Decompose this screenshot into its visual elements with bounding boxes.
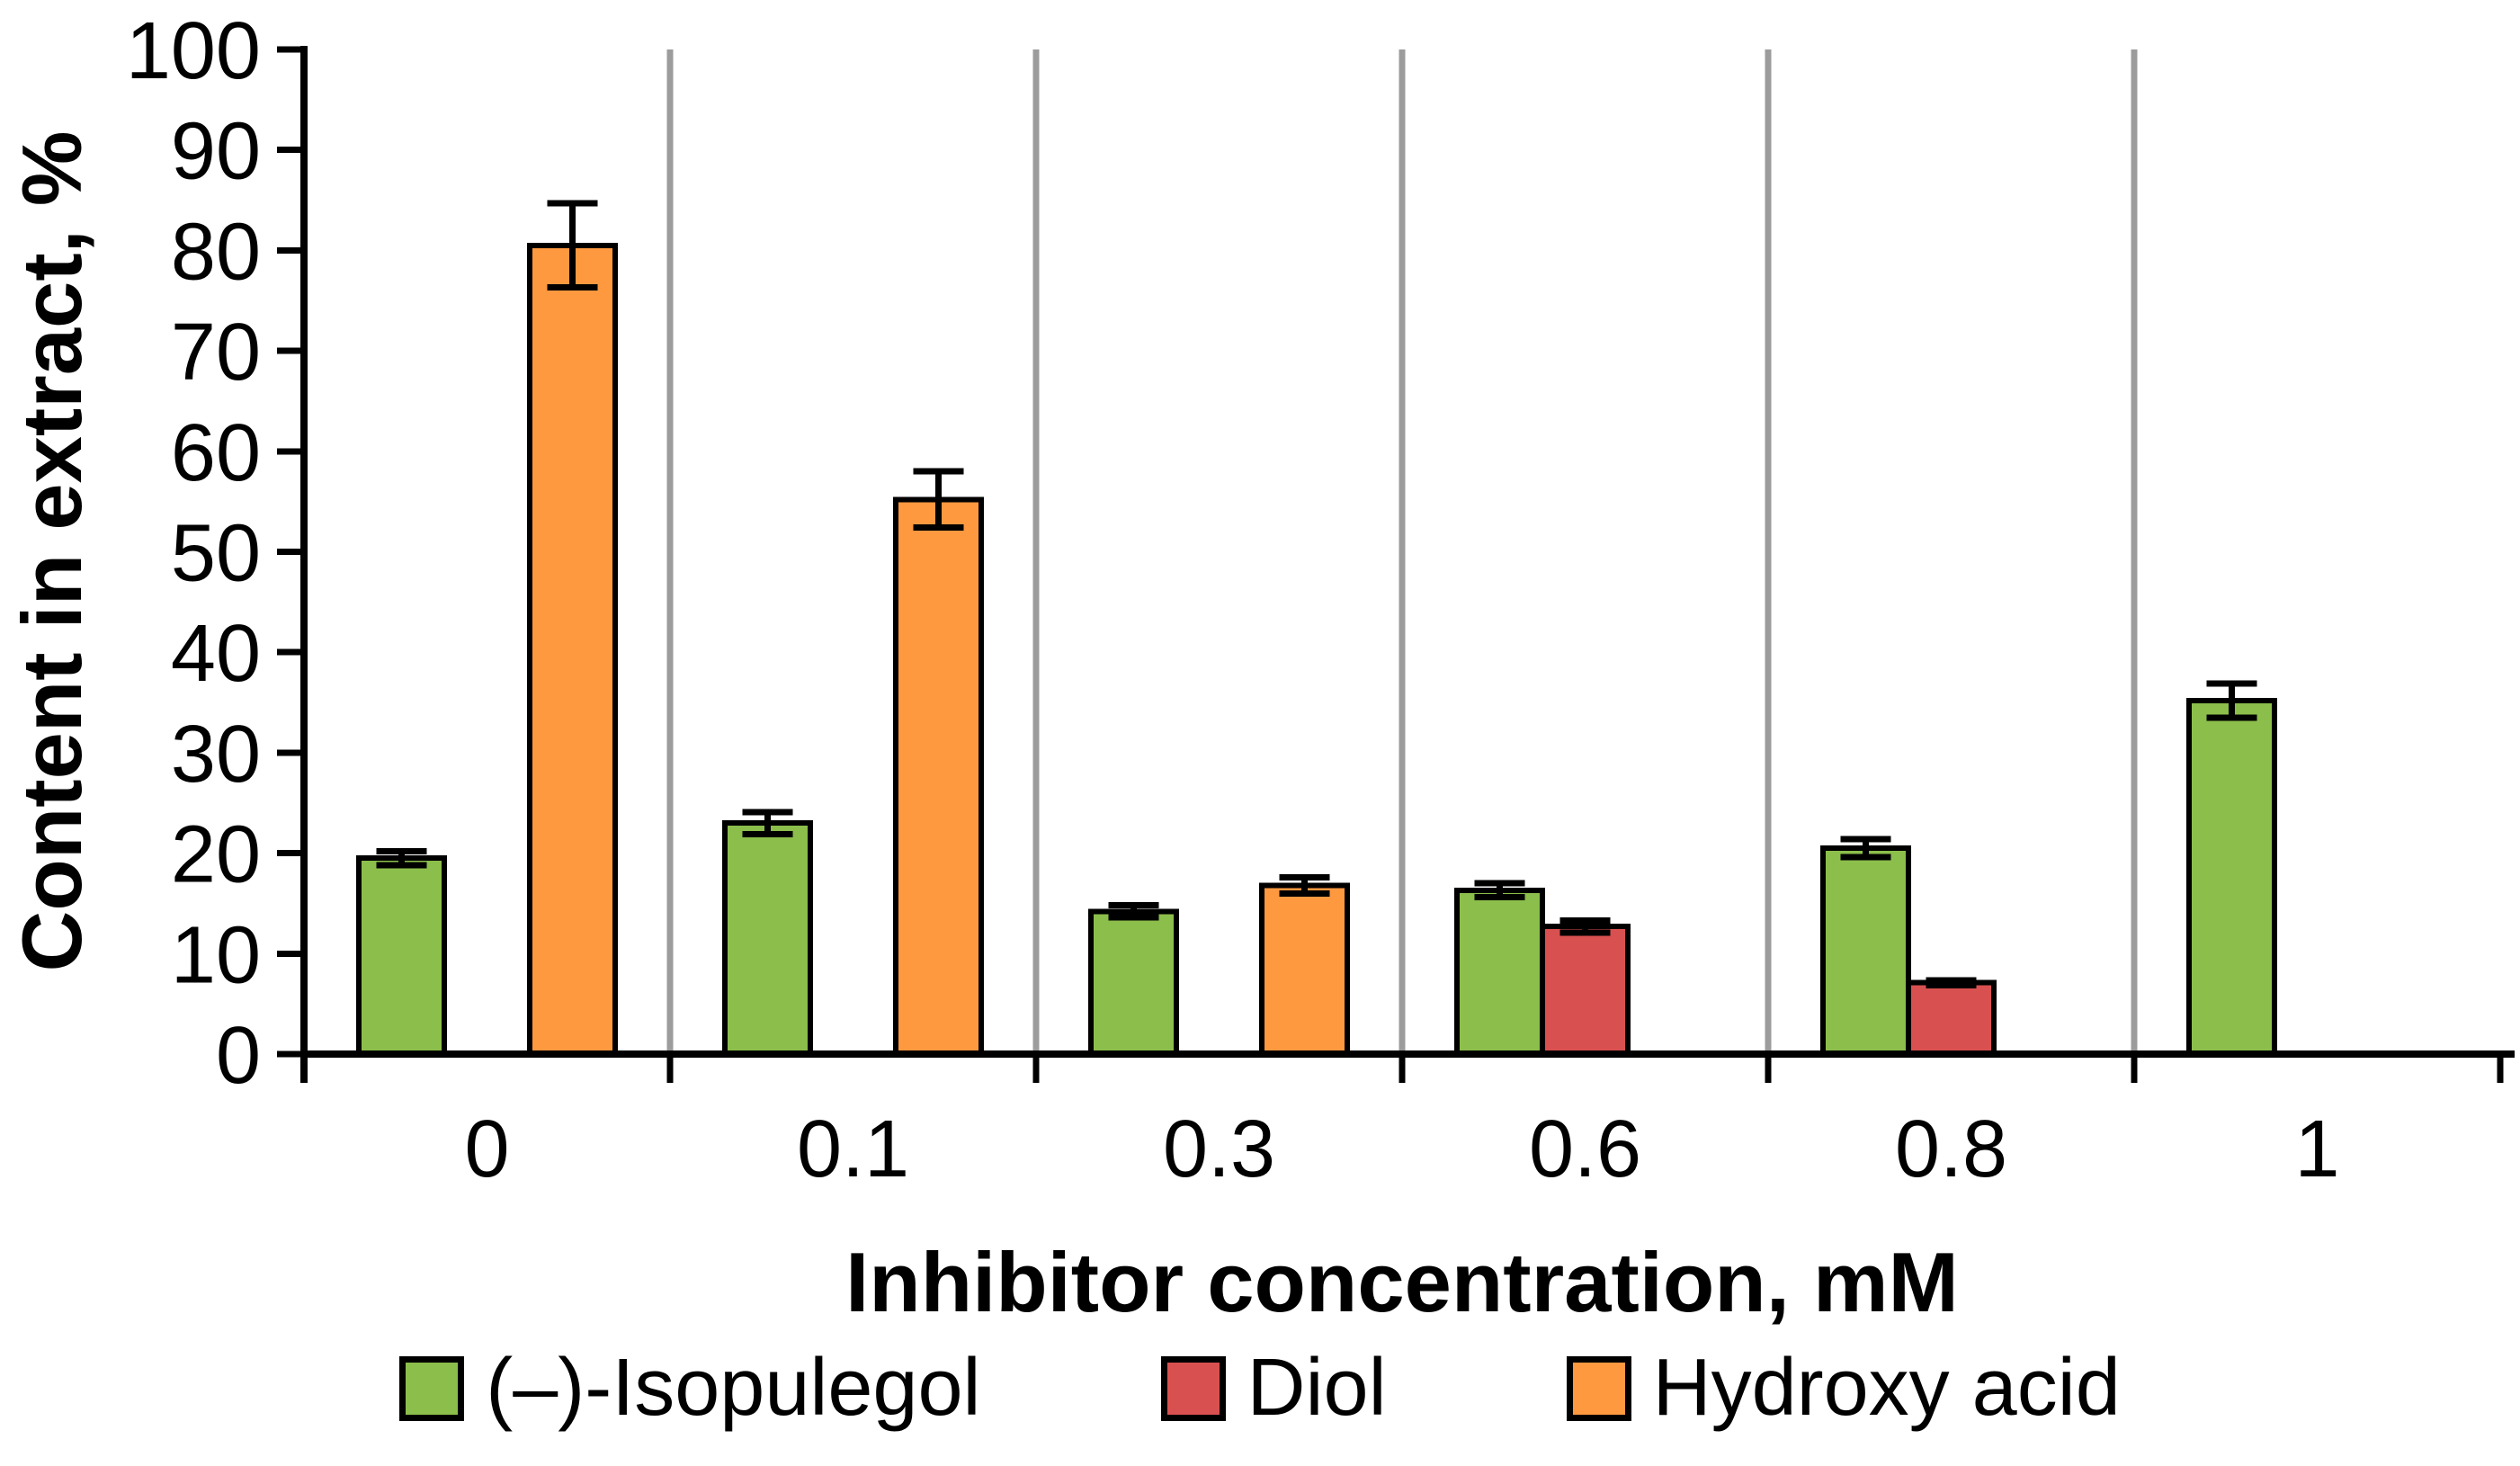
- y-tick-label: 50: [171, 509, 261, 599]
- x-tick-label: 0.1: [797, 1104, 909, 1194]
- bar-isopulegol-0.6: [1454, 887, 1545, 1058]
- bar-isopulegol-0: [356, 855, 447, 1057]
- y-axis-title: Content in extract, %: [4, 130, 99, 972]
- x-tick-label: 0.3: [1163, 1104, 1275, 1194]
- bar-isopulegol-0.1: [722, 820, 813, 1058]
- legend-swatch-icon: [399, 1355, 465, 1421]
- y-tick-label: 80: [171, 207, 261, 297]
- y-tick-label: 70: [171, 308, 261, 398]
- legend-item-hydroxyacid: Hydroxy acid: [1566, 1342, 2121, 1435]
- y-tick-label: 100: [126, 6, 261, 96]
- y-tick-label: 0: [216, 1011, 261, 1101]
- bar-diol-0.8: [1906, 979, 1997, 1057]
- x-tick-label: 0.8: [1895, 1104, 2007, 1194]
- legend-item-isopulegol: (–)-Isopulegol: [399, 1342, 981, 1435]
- bar-hydroxyacid-0.3: [1259, 882, 1350, 1057]
- bar-isopulegol-0.3: [1088, 908, 1179, 1057]
- legend: (–)-Isopulegol Diol Hydroxy acid: [0, 1342, 2520, 1435]
- bar-isopulegol-1: [2186, 697, 2277, 1057]
- x-tick-label: 0.6: [1529, 1104, 1641, 1194]
- y-tick-label: 40: [171, 609, 261, 699]
- x-axis-title: Inhibitor concentration, mM: [845, 1235, 1959, 1329]
- legend-label: (–)-Isopulegol: [486, 1343, 981, 1433]
- legend-swatch-icon: [1160, 1355, 1226, 1421]
- legend-label: Diol: [1247, 1343, 1387, 1433]
- legend-item-diol: Diol: [1160, 1342, 1387, 1435]
- legend-label: Hydroxy acid: [1652, 1343, 2121, 1433]
- bar-diol-0.6: [1540, 924, 1631, 1057]
- x-tick-label: 1: [2294, 1104, 2339, 1194]
- y-tick-label: 20: [171, 810, 261, 900]
- legend-swatch-icon: [1566, 1355, 1631, 1421]
- y-tick-label: 90: [171, 107, 261, 197]
- y-tick-label: 60: [171, 408, 261, 498]
- bar-hydroxyacid-0.1: [893, 496, 984, 1057]
- y-tick-label: 30: [171, 710, 261, 800]
- x-tick-label: 0: [464, 1104, 509, 1194]
- bar-isopulegol-0.8: [1820, 845, 1911, 1058]
- y-tick-label: 10: [171, 910, 261, 1000]
- bar-hydroxyacid-0: [527, 242, 618, 1057]
